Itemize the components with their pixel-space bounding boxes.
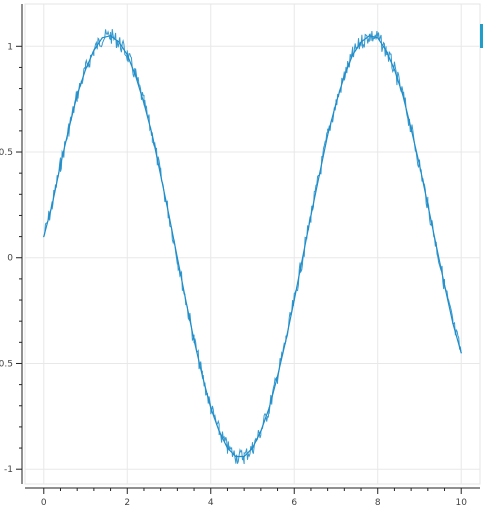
data-point — [410, 128, 412, 130]
series-layer — [43, 29, 462, 465]
data-point — [276, 375, 279, 377]
data-point — [301, 257, 304, 259]
data-point — [418, 164, 421, 166]
data-point — [235, 455, 237, 458]
data-point — [285, 339, 287, 341]
axes — [21, 4, 480, 489]
data-point — [218, 430, 220, 432]
data-point — [185, 299, 187, 301]
data-point — [293, 299, 295, 301]
data-point — [427, 204, 429, 206]
data-point — [93, 49, 95, 52]
data-point — [160, 174, 162, 176]
data-point — [452, 322, 454, 324]
data-point — [402, 94, 404, 96]
x-tick-label: 2 — [124, 498, 130, 508]
data-point — [68, 128, 70, 130]
data-point — [243, 455, 245, 458]
plot-frame — [24, 3, 481, 485]
data-point — [109, 35, 112, 37]
data-point — [43, 236, 45, 238]
data-point — [118, 41, 120, 43]
y-tick-label: 0 — [7, 254, 13, 264]
data-point — [226, 447, 229, 449]
x-tick-label: 0 — [41, 498, 47, 508]
x-tick-label: 10 — [455, 498, 467, 508]
y-tick-label: 0.5 — [0, 148, 13, 158]
x-tick-label: 6 — [291, 498, 297, 508]
data-point — [310, 214, 312, 217]
data-point — [343, 75, 345, 77]
data-point — [51, 204, 53, 206]
y-tick-label: 1 — [7, 42, 13, 52]
x-ticks: 0 2 4 6 8 10 — [41, 488, 467, 508]
data-point — [210, 407, 212, 409]
data-point — [168, 214, 170, 217]
data-point — [393, 68, 396, 71]
data-point — [268, 407, 270, 409]
data-point — [76, 94, 78, 96]
data-point — [360, 41, 362, 43]
data-point — [176, 257, 178, 259]
data-point — [59, 164, 62, 166]
data-point — [318, 174, 320, 176]
data-point — [251, 447, 254, 449]
data-point — [352, 54, 354, 56]
data-point — [435, 244, 437, 246]
x-tick-label: 4 — [208, 498, 214, 508]
data-point — [101, 37, 103, 39]
data-point — [385, 49, 387, 52]
data-point — [335, 102, 337, 104]
data-point — [443, 284, 446, 286]
data-point — [126, 54, 128, 56]
series-noise-0 — [43, 29, 462, 465]
data-point — [460, 352, 462, 354]
data-point — [143, 102, 145, 104]
data-point — [368, 35, 370, 37]
data-point — [193, 339, 195, 341]
data-point — [260, 430, 262, 432]
data-point — [151, 134, 153, 136]
data-point — [327, 134, 329, 136]
data-point — [84, 68, 87, 71]
x-tick-label: 8 — [375, 498, 381, 508]
y-tick-label: -0.5 — [0, 359, 13, 369]
legend-marker — [480, 24, 483, 48]
y-tick-label: -1 — [4, 465, 13, 475]
data-point — [135, 75, 137, 77]
y-ticks: -1 -0.5 0 0.5 1 — [0, 42, 22, 475]
data-point — [377, 37, 379, 39]
data-point — [201, 375, 204, 377]
